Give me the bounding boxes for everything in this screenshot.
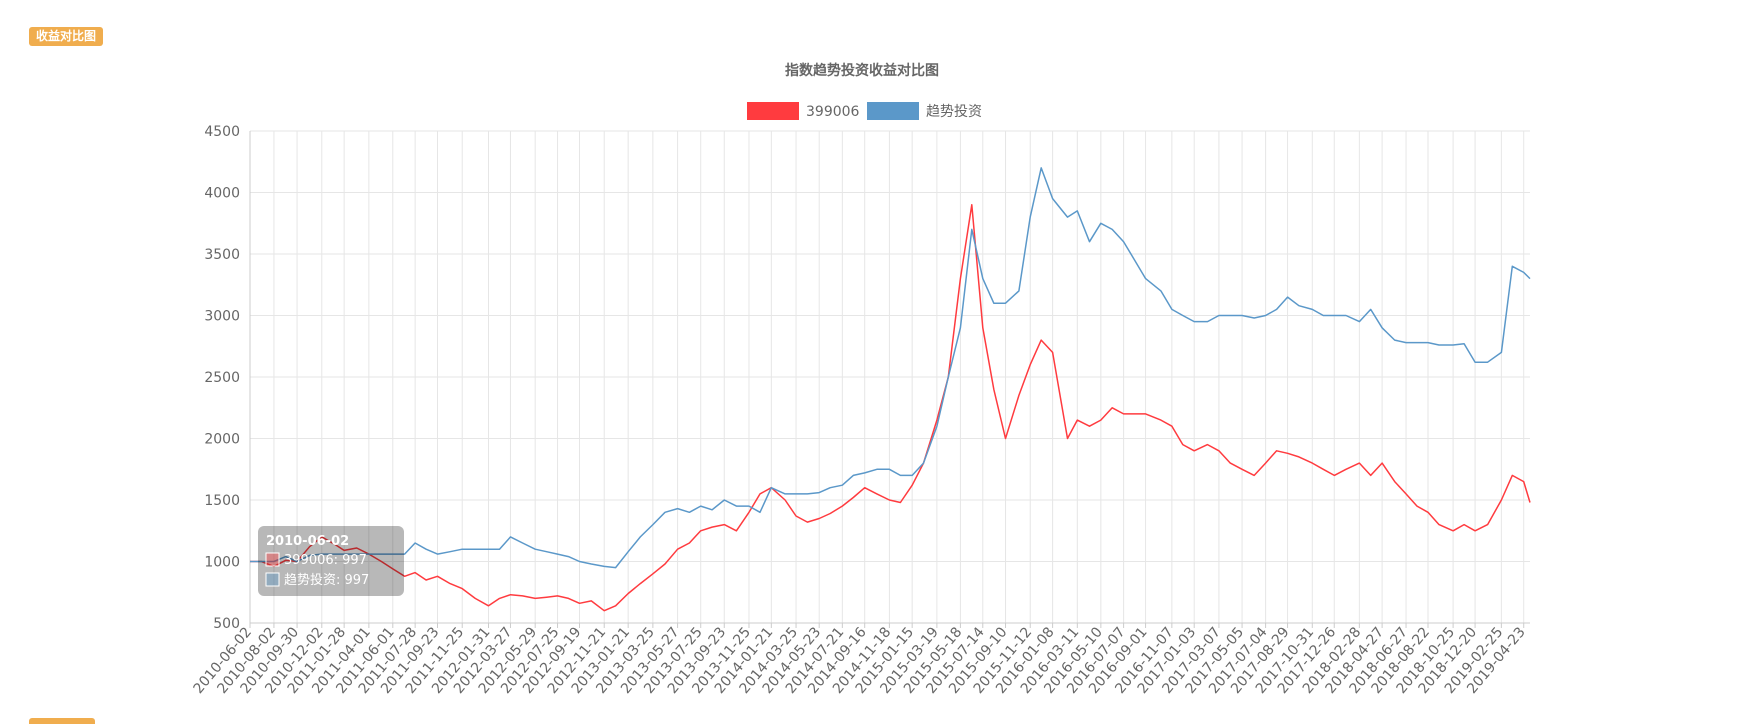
legend-swatch (867, 102, 919, 120)
legend: 399006 趋势投资 (747, 102, 982, 120)
next-section-badge (29, 718, 95, 724)
y-tick-label: 4000 (204, 186, 240, 202)
chart-title: 指数趋势投资收益对比图 (785, 62, 939, 79)
tooltip-swatch-trend (265, 572, 280, 587)
tooltip-title: 2010-06-02 (266, 534, 349, 549)
tooltip: 2010-06-02 399006: 997 趋势投资: 997 (258, 526, 404, 596)
y-tick-label: 2500 (204, 370, 240, 386)
legend-item-trend[interactable]: 趋势投资 (867, 102, 982, 120)
y-tick-label: 3500 (204, 247, 240, 263)
legend-label: 趋势投资 (926, 104, 982, 120)
series-lines (250, 167, 1531, 612)
x-axis: 2010-06-022010-08-022010-09-302010-12-02… (191, 624, 1529, 697)
tooltip-box (258, 526, 404, 596)
y-tick-label: 3000 (204, 309, 240, 325)
y-tick-label: 1000 (204, 555, 240, 571)
y-tick-label: 2000 (204, 432, 240, 448)
y-tick-label: 500 (213, 616, 240, 632)
legend-item-399006[interactable]: 399006 (747, 102, 860, 120)
tooltip-swatch-399006 (265, 552, 280, 567)
tooltip-row-399006: 399006: 997 (284, 553, 367, 568)
tooltip-row-trend: 趋势投资: 997 (284, 572, 369, 588)
y-tick-label: 4500 (204, 124, 240, 140)
grid (249, 130, 1530, 628)
legend-label: 399006 (806, 104, 860, 120)
section-badge: 收益对比图 (29, 27, 104, 46)
series-line-1 (250, 167, 1531, 569)
y-axis: 500 1000 1500 2000 2500 3000 3500 4000 4500 (204, 124, 240, 632)
y-tick-label: 1500 (204, 493, 240, 509)
legend-swatch (747, 102, 799, 120)
series-line-0 (250, 204, 1531, 612)
